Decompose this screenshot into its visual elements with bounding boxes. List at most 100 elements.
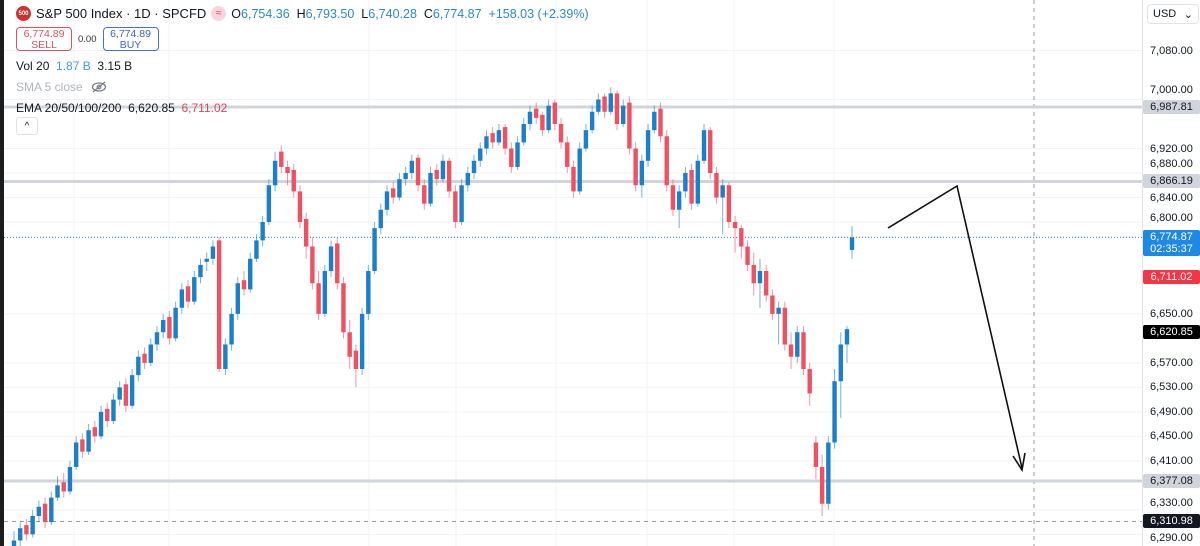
level-price-label: 6,866.19 bbox=[1143, 174, 1200, 189]
candle-body bbox=[297, 191, 303, 223]
candle-body bbox=[496, 130, 502, 143]
candle-body bbox=[515, 142, 520, 167]
candle-body bbox=[111, 399, 116, 422]
sma-indicator-legend[interactable]: SMA 5 close bbox=[16, 80, 107, 94]
candle-body bbox=[341, 283, 346, 333]
candle-body bbox=[335, 243, 340, 284]
trend-arrow-drawing bbox=[887, 184, 1023, 469]
candle-body bbox=[689, 169, 694, 204]
candle-body bbox=[73, 442, 79, 467]
candle-body bbox=[838, 344, 843, 382]
price-change: +158.03 (+2.39%) bbox=[488, 6, 589, 21]
buy-button[interactable]: 6,774.89 BUY bbox=[102, 27, 159, 51]
candle-body bbox=[676, 191, 682, 210]
candle-body bbox=[160, 319, 166, 333]
candle-body bbox=[490, 133, 495, 143]
sell-button[interactable]: 6,774.89 SELL bbox=[16, 27, 72, 51]
arrowhead-icon bbox=[1012, 452, 1026, 473]
candle-body bbox=[527, 111, 533, 125]
candle-body bbox=[142, 353, 147, 363]
candle-body bbox=[353, 350, 359, 369]
candle-body bbox=[198, 264, 203, 278]
candle-body bbox=[701, 130, 707, 161]
candle-body bbox=[826, 442, 831, 504]
candle-body bbox=[216, 240, 222, 369]
candle-body bbox=[80, 439, 85, 452]
candle-body bbox=[192, 277, 197, 302]
candle-body bbox=[621, 105, 626, 125]
candle-body bbox=[384, 191, 390, 210]
candle-body bbox=[272, 160, 278, 186]
level-price-label: 6,310.98 bbox=[1143, 514, 1200, 529]
candle-body bbox=[279, 151, 284, 167]
candle-body bbox=[397, 179, 402, 198]
candle-body bbox=[565, 142, 570, 167]
price-chart[interactable] bbox=[4, 0, 1142, 546]
level-price-label: 6,987.81 bbox=[1143, 100, 1200, 114]
candle-body bbox=[61, 482, 66, 492]
candle-body bbox=[813, 442, 819, 467]
candle-body bbox=[366, 271, 371, 314]
ohlc-values: O6,754.36 H6,793.50 L6,740.28 C6,774.87 … bbox=[231, 6, 589, 21]
candle-body bbox=[521, 124, 526, 143]
candle-body bbox=[732, 222, 738, 229]
price-tick-label: 6,880.00 bbox=[1150, 158, 1193, 171]
currency-dropdown[interactable]: USD ⌄ bbox=[1147, 4, 1199, 24]
candle-body bbox=[849, 237, 855, 250]
candle-body bbox=[465, 173, 470, 186]
hidden-eye-icon[interactable] bbox=[91, 81, 107, 93]
candle-body bbox=[453, 191, 458, 223]
candle-body bbox=[223, 344, 228, 369]
candle-body bbox=[509, 148, 514, 167]
candle-body bbox=[285, 166, 290, 174]
candle-body bbox=[98, 411, 104, 437]
candle-body bbox=[763, 271, 769, 296]
candle-body bbox=[291, 169, 296, 192]
collapse-legend-button[interactable]: ^ bbox=[16, 117, 38, 135]
candle-body bbox=[185, 286, 191, 302]
price-tick-label: 7,000.00 bbox=[1150, 83, 1193, 96]
candle-body bbox=[683, 173, 688, 192]
candle-body bbox=[391, 188, 396, 198]
candle-body bbox=[664, 136, 669, 186]
candle-body bbox=[801, 332, 806, 369]
candle-body bbox=[30, 515, 35, 535]
candle-body bbox=[154, 332, 160, 345]
symbol-title[interactable]: S&P 500 Index · 1D · SPCFD bbox=[36, 6, 207, 21]
countdown-timer: 02:35:37 bbox=[1150, 243, 1193, 256]
candle-body bbox=[639, 160, 645, 186]
candle-body bbox=[770, 295, 775, 314]
price-tick-label: 6,650.00 bbox=[1150, 307, 1193, 320]
candle-body bbox=[136, 356, 141, 376]
candle-body bbox=[422, 185, 427, 204]
candle-body bbox=[49, 497, 54, 523]
candle-body bbox=[359, 313, 365, 369]
candle-body bbox=[583, 130, 589, 149]
candle-body bbox=[440, 160, 446, 180]
candle-body bbox=[446, 160, 452, 192]
spread-value: 0.00 bbox=[78, 33, 97, 45]
volume-indicator-legend[interactable]: Vol 20 1.87 B 3.15 B bbox=[16, 59, 133, 73]
candle-body bbox=[807, 368, 812, 394]
candle-body bbox=[695, 160, 701, 204]
ema-indicator-legend[interactable]: EMA 20/50/100/200 6,620.85 6,711.02 bbox=[16, 101, 228, 115]
candle-body bbox=[627, 102, 632, 149]
candle-body bbox=[745, 246, 750, 265]
candle-body bbox=[55, 485, 60, 498]
price-tick-label: 6,490.00 bbox=[1150, 405, 1193, 418]
candle-body bbox=[428, 173, 433, 204]
price-tick-label: 6,530.00 bbox=[1150, 381, 1193, 394]
candle-body bbox=[589, 111, 595, 131]
ema-price-label: 6,711.02 bbox=[1143, 269, 1200, 284]
candle-body bbox=[42, 503, 48, 523]
candle-body bbox=[167, 316, 172, 339]
candle-body bbox=[229, 313, 234, 345]
candle-body bbox=[235, 283, 240, 314]
sp500-logo-icon: 500 bbox=[16, 6, 31, 21]
candle-body bbox=[670, 185, 676, 210]
candle-body bbox=[254, 240, 259, 259]
candle-body bbox=[18, 528, 23, 541]
current-price-label: 6,774.87 02:35:37 bbox=[1143, 230, 1200, 257]
market-status-icon[interactable]: ≈ bbox=[211, 6, 227, 21]
price-tick-label: 6,570.00 bbox=[1150, 356, 1193, 369]
